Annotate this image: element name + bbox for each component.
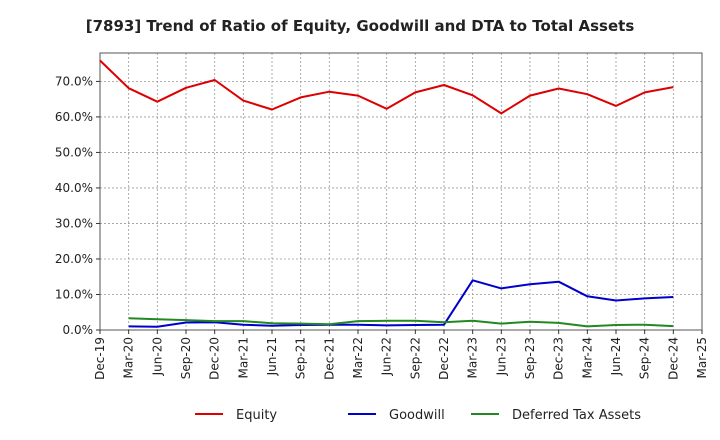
x-tick-label: Sep-23 (523, 337, 537, 379)
legend-item-goodwill: Goodwill (348, 408, 445, 423)
x-tick-label: Dec-24 (666, 337, 680, 380)
x-tick-label: Dec-23 (552, 337, 566, 380)
x-tick-label: Jun-22 (380, 337, 394, 376)
x-tick-label: Dec-21 (322, 337, 336, 380)
y-tick-label: 40.0% (55, 181, 93, 195)
x-tick-label: Sep-22 (408, 337, 422, 379)
x-axis-ticks: Dec-19 Mar-20 Jun-20 Sep-20 Dec-20 Mar-21 Jun-… (93, 330, 709, 380)
y-tick-label: 20.0% (55, 252, 93, 266)
x-tick-label: Mar-22 (351, 337, 365, 378)
legend-item-equity: Equity (195, 408, 277, 423)
series-line-deferred-tax-assets (128, 317, 674, 328)
chart-title: [7893] Trend of Ratio of Equity, Goodwil… (86, 17, 635, 35)
legend-label: Equity (236, 408, 277, 423)
x-tick-label: Jun-23 (494, 337, 508, 376)
series-line-equity (99, 59, 674, 115)
series-line-goodwill (128, 279, 674, 328)
y-tick-label: 0.0% (63, 323, 94, 337)
x-tick-label: Sep-20 (179, 337, 193, 379)
series-group (99, 59, 674, 328)
x-tick-label: Mar-24 (580, 337, 594, 378)
x-tick-label: Jun-20 (150, 337, 164, 376)
plot-area (99, 52, 703, 331)
x-tick-label: Sep-24 (638, 337, 652, 379)
x-tick-label: Mar-21 (236, 337, 250, 378)
legend-label: Deferred Tax Assets (512, 408, 641, 423)
y-tick-label: 70.0% (55, 74, 93, 88)
legend: Equity Goodwill Deferred Tax Assets (195, 408, 641, 423)
y-tick-label: 60.0% (55, 110, 93, 124)
grid (99, 53, 703, 331)
x-tick-label: Dec-22 (437, 337, 451, 380)
x-tick-label: Mar-20 (122, 337, 136, 378)
y-tick-label: 30.0% (55, 216, 93, 230)
x-tick-label: Sep-21 (294, 337, 308, 379)
y-tick-label: 50.0% (55, 145, 93, 159)
x-tick-label: Dec-20 (208, 337, 222, 380)
legend-item-deferred-tax-assets: Deferred Tax Assets (471, 408, 641, 423)
x-tick-label: Jun-24 (609, 337, 623, 376)
x-tick-label: Mar-23 (466, 337, 480, 378)
y-tick-label: 10.0% (55, 287, 93, 301)
x-tick-label: Jun-21 (265, 337, 279, 376)
y-axis-ticks: 0.0% 10.0% 20.0% 30.0% 40.0% 50.0% 60.0% 70.0% (55, 74, 100, 337)
legend-label: Goodwill (389, 408, 445, 423)
x-tick-label: Dec-19 (93, 337, 107, 380)
x-tick-label: Mar-25 (695, 337, 709, 378)
